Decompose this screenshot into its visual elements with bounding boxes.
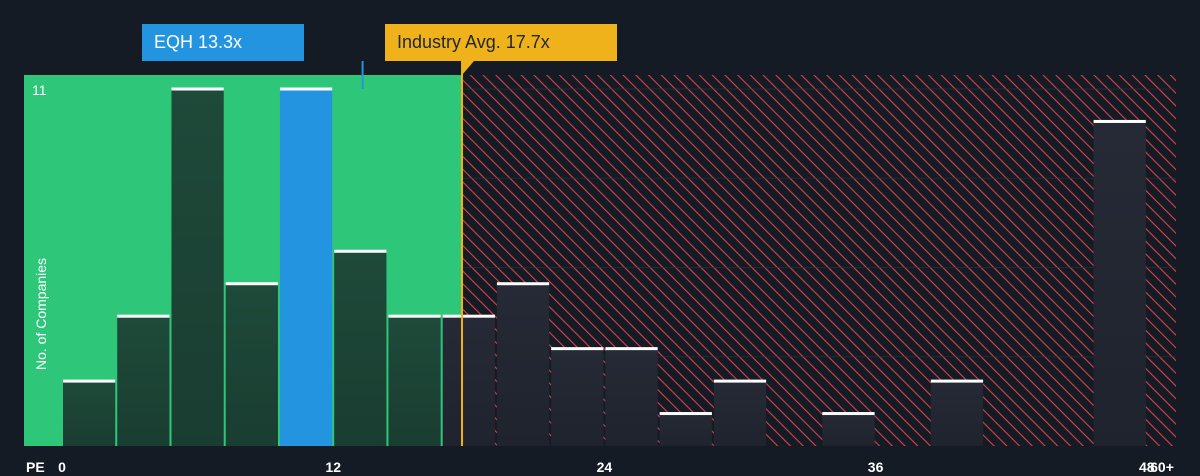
x-tick-label: 48 (1139, 459, 1155, 475)
histogram-bar (605, 348, 658, 446)
x-tick-label: 12 (325, 459, 341, 475)
histogram-bar (117, 316, 170, 446)
company-bin-bar (279, 89, 333, 446)
x-tick-label: 0 (58, 459, 66, 475)
x-tick-label: 60+ (1150, 459, 1174, 475)
bar-cap (605, 347, 658, 351)
bar-cap (117, 314, 170, 318)
histogram-bar (63, 381, 116, 446)
histogram-bar (713, 381, 767, 446)
bar-cap (171, 87, 224, 91)
bar-cap (659, 412, 712, 416)
histogram-bar (1093, 121, 1146, 447)
histogram-bar (659, 413, 712, 446)
y-tick-label: 11 (32, 82, 47, 98)
bar-cap (279, 87, 333, 91)
histogram-bar (334, 251, 387, 446)
x-axis-metric-label: PE (26, 459, 45, 475)
company-pe-label: EQH 13.3x (154, 32, 243, 52)
bar-cap (1093, 119, 1146, 123)
bar-cap (63, 379, 116, 383)
bar-cap (442, 314, 495, 318)
bar-cap (822, 412, 875, 416)
industry-avg-callout: Industry Avg. 17.7x (385, 24, 617, 61)
bar-cap (496, 282, 550, 286)
histogram-bar (822, 413, 875, 446)
industry-avg-notch (462, 61, 475, 75)
x-tick-label: 24 (597, 459, 613, 475)
industry-avg-label: Industry Avg. 17.7x (397, 32, 550, 52)
x-tick-label: 36 (868, 459, 884, 475)
histogram-bar (496, 283, 550, 446)
histogram-bar (930, 381, 984, 446)
histogram-bar (225, 283, 278, 446)
company-pe-callout: EQH 13.3x (142, 24, 304, 61)
histogram-bar (388, 316, 441, 446)
bar-cap (225, 282, 278, 286)
bar-cap (930, 379, 984, 383)
bar-cap (713, 379, 767, 383)
histogram-bar (442, 316, 495, 446)
bar-cap (334, 249, 387, 253)
bar-cap (388, 314, 441, 318)
histogram-bar (171, 89, 224, 446)
histogram-bar (551, 348, 604, 446)
y-axis-title: No. of Companies (33, 258, 49, 370)
bar-cap (551, 347, 604, 351)
